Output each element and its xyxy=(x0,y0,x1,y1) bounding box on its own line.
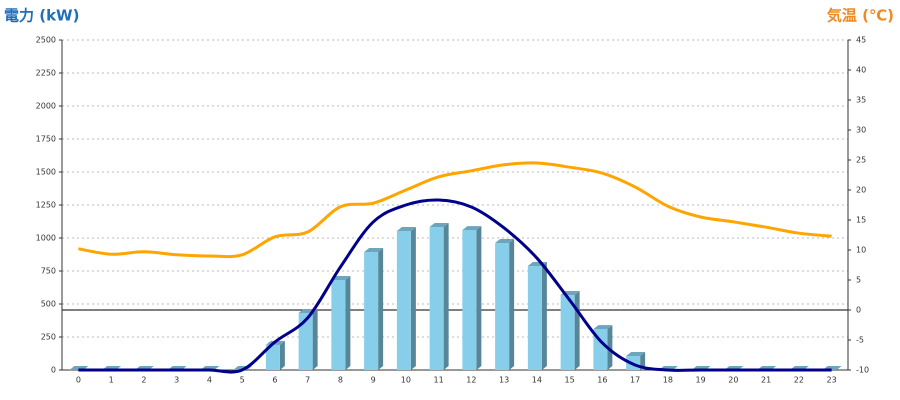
x-tick-label: 8 xyxy=(338,376,343,385)
x-tick-label: 16 xyxy=(597,376,607,385)
y-tick-label: 1500 xyxy=(36,168,56,177)
bar xyxy=(265,344,280,370)
x-tick-label: 7 xyxy=(305,376,310,385)
bar xyxy=(462,230,477,370)
y2-tick-label: 30 xyxy=(856,126,866,135)
x-tick-label: 1 xyxy=(109,376,114,385)
y-tick-label: 1000 xyxy=(36,234,56,243)
bar-side xyxy=(345,275,351,370)
y2-tick-label: 0 xyxy=(856,306,861,315)
bar xyxy=(593,329,608,370)
y2-tick-label: 5 xyxy=(856,276,861,285)
bar-top xyxy=(626,352,646,357)
bar xyxy=(560,295,575,370)
x-tick-label: 6 xyxy=(272,376,277,385)
y-tick-label: 750 xyxy=(41,267,56,276)
bar-side xyxy=(574,291,580,370)
bar-side xyxy=(443,223,449,370)
y2-tick-label: 15 xyxy=(856,216,866,225)
y-tick-label: 2250 xyxy=(36,69,56,78)
y-tick-label: 500 xyxy=(41,300,56,309)
bar-side xyxy=(312,308,318,370)
x-tick-label: 22 xyxy=(794,376,804,385)
bar-top xyxy=(396,227,416,232)
y2-tick-label: -5 xyxy=(856,336,864,345)
x-tick-label: 0 xyxy=(76,376,81,385)
bar-top xyxy=(429,223,449,228)
y2-axis-title: 気温 (℃) xyxy=(827,7,894,25)
y-tick-label: 250 xyxy=(41,333,56,342)
x-tick-label: 18 xyxy=(663,376,673,385)
y2-tick-label: 25 xyxy=(856,156,866,165)
y2-tick-label: -10 xyxy=(856,366,869,375)
x-tick-label: 20 xyxy=(728,376,738,385)
bar-top xyxy=(462,226,482,231)
bar xyxy=(527,265,542,370)
bar-side xyxy=(541,261,547,370)
bar-side xyxy=(607,325,613,370)
bar xyxy=(429,227,444,370)
bar xyxy=(396,231,411,370)
x-tick-label: 5 xyxy=(240,376,245,385)
x-tick-label: 23 xyxy=(827,376,837,385)
y-tick-label: 0 xyxy=(51,366,56,375)
bar xyxy=(495,243,510,370)
bar-side xyxy=(476,226,482,370)
y2-tick-label: 40 xyxy=(856,66,866,75)
line xyxy=(78,161,832,259)
x-tick-label: 11 xyxy=(434,376,444,385)
x-tick-label: 3 xyxy=(174,376,179,385)
y2-tick-label: 10 xyxy=(856,246,866,255)
y-axis-title: 電力 (kW) xyxy=(4,7,79,25)
x-tick-label: 4 xyxy=(207,376,212,385)
line xyxy=(78,198,832,374)
x-tick-label: 12 xyxy=(466,376,476,385)
y-tick-label: 2000 xyxy=(36,102,56,111)
x-tick-label: 2 xyxy=(141,376,146,385)
y2-tick-label: 20 xyxy=(856,186,866,195)
bar-top xyxy=(593,325,613,330)
y-tick-label: 2500 xyxy=(36,36,56,45)
bar-top xyxy=(331,275,351,280)
x-tick-label: 15 xyxy=(565,376,575,385)
bar-top xyxy=(495,239,515,244)
x-tick-label: 19 xyxy=(696,376,706,385)
y2-tick-label: 45 xyxy=(856,36,866,45)
x-tick-label: 17 xyxy=(630,376,640,385)
x-tick-label: 21 xyxy=(761,376,771,385)
bar xyxy=(298,312,313,370)
y-tick-label: 1250 xyxy=(36,201,56,210)
bar xyxy=(364,251,379,370)
bar-side xyxy=(378,247,384,370)
x-tick-label: 14 xyxy=(532,376,542,385)
x-tick-label: 13 xyxy=(499,376,509,385)
bar-top xyxy=(364,247,384,252)
bar-side xyxy=(279,340,285,370)
y2-tick-label: 35 xyxy=(856,96,866,105)
bar-side xyxy=(509,239,515,370)
bar-side xyxy=(410,227,416,370)
y-tick-label: 1750 xyxy=(36,135,56,144)
bar xyxy=(331,279,346,370)
x-tick-label: 9 xyxy=(371,376,376,385)
x-tick-label: 10 xyxy=(401,376,411,385)
